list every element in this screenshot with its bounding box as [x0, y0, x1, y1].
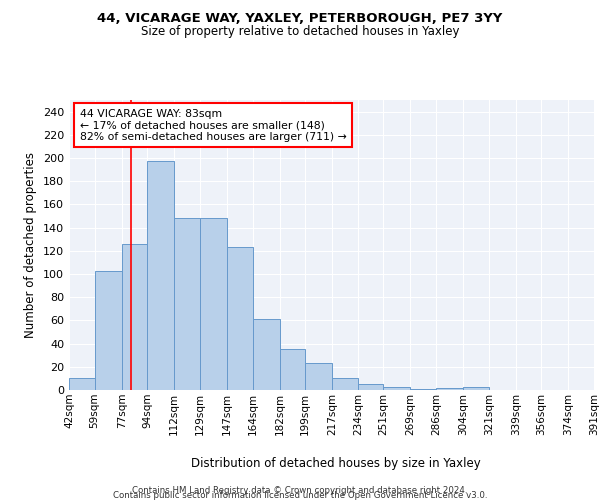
Bar — [463, 386, 488, 390]
Bar — [436, 388, 463, 390]
Bar — [147, 162, 175, 390]
Bar — [253, 319, 280, 390]
Bar — [383, 386, 410, 390]
Text: Size of property relative to detached houses in Yaxley: Size of property relative to detached ho… — [141, 25, 459, 38]
Bar — [200, 218, 227, 390]
Bar — [305, 364, 332, 390]
Text: Contains HM Land Registry data © Crown copyright and database right 2024.: Contains HM Land Registry data © Crown c… — [132, 486, 468, 495]
Bar — [175, 218, 200, 390]
Bar — [410, 389, 436, 390]
Bar — [69, 378, 95, 390]
Y-axis label: Number of detached properties: Number of detached properties — [25, 152, 37, 338]
Bar — [95, 270, 122, 390]
Text: 44, VICARAGE WAY, YAXLEY, PETERBOROUGH, PE7 3YY: 44, VICARAGE WAY, YAXLEY, PETERBOROUGH, … — [97, 12, 503, 26]
Text: 44 VICARAGE WAY: 83sqm
← 17% of detached houses are smaller (148)
82% of semi-de: 44 VICARAGE WAY: 83sqm ← 17% of detached… — [79, 108, 346, 142]
Bar — [332, 378, 358, 390]
Bar — [122, 244, 147, 390]
Text: Contains public sector information licensed under the Open Government Licence v3: Contains public sector information licen… — [113, 491, 487, 500]
Text: Distribution of detached houses by size in Yaxley: Distribution of detached houses by size … — [191, 458, 481, 470]
Bar — [280, 350, 305, 390]
Bar — [227, 248, 253, 390]
Bar — [358, 384, 383, 390]
